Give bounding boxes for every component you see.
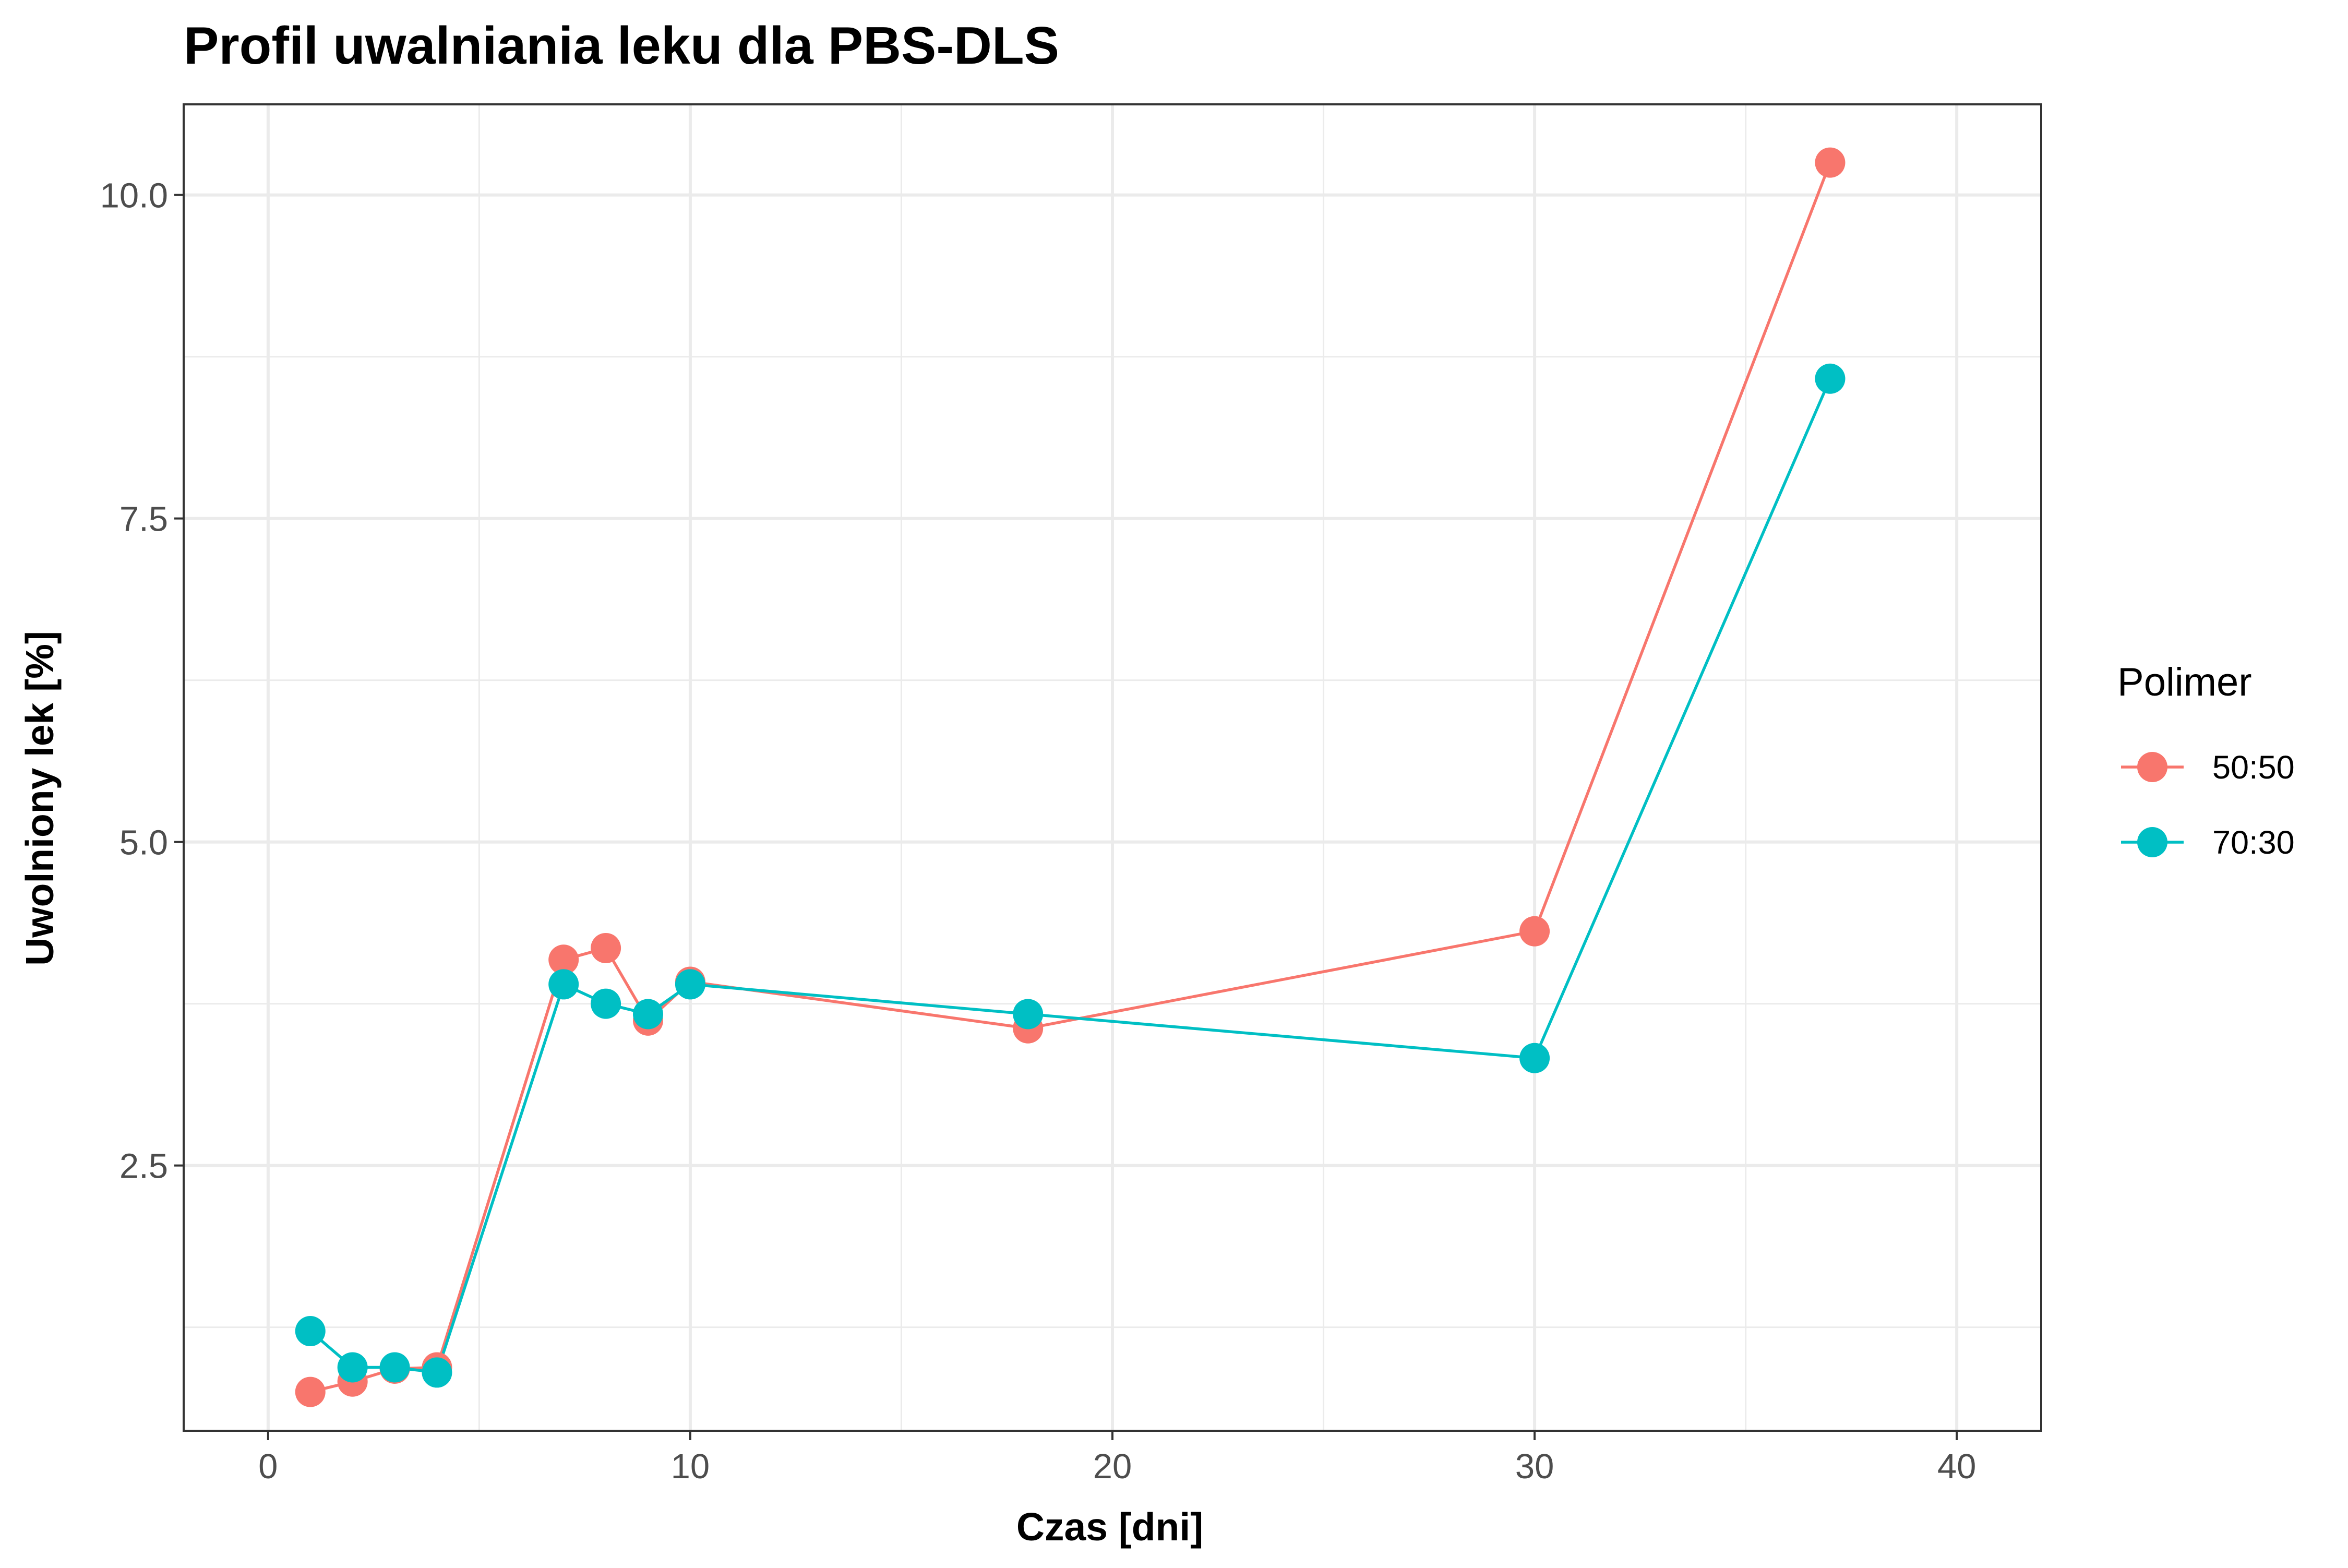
y-tick-label: 10.0 [100, 176, 168, 216]
data-point-50:50 [591, 932, 621, 963]
legend: Polimer 50:50 70:30 [2117, 660, 2295, 861]
y-tick-label: 2.5 [119, 1147, 168, 1186]
legend-label-70:30: 70:30 [2212, 824, 2295, 861]
data-point-70:30 [591, 988, 621, 1019]
data-point-70:30 [675, 969, 705, 1000]
data-point-70:30 [1519, 1043, 1550, 1073]
data-point-70:30 [1815, 363, 1846, 394]
data-point-70:30 [337, 1352, 368, 1383]
y-axis-title: Uwolniony lek [%] [18, 631, 62, 966]
y-tick-label: 7.5 [119, 500, 168, 539]
data-point-50:50 [1519, 916, 1550, 947]
legend-label-50:50: 50:50 [2212, 749, 2295, 786]
x-tick-label: 10 [671, 1447, 710, 1486]
data-point-50:50 [548, 944, 579, 975]
x-tick-label: 40 [1937, 1447, 1976, 1486]
data-point-70:30 [379, 1352, 410, 1383]
plot-area: 0 10 20 30 40 2.5 5.0 7.5 10.0 [100, 103, 2042, 1486]
x-tick-label: 30 [1515, 1447, 1554, 1486]
x-tick-label: 20 [1093, 1447, 1132, 1486]
data-point-70:30 [1013, 999, 1044, 1030]
legend-key-point-70:30 [2137, 827, 2167, 857]
x-tick-label: 0 [258, 1447, 278, 1486]
data-point-50:50 [1815, 147, 1846, 178]
legend-title: Polimer [2117, 660, 2252, 704]
data-point-50:50 [295, 1377, 326, 1407]
data-point-70:30 [295, 1316, 326, 1347]
data-point-70:30 [422, 1357, 452, 1388]
data-point-70:30 [633, 999, 663, 1030]
chart-title: Profil uwalniania leku dla PBS-DLS [184, 17, 1059, 75]
data-point-70:30 [548, 969, 579, 1000]
y-tick-label: 5.0 [119, 823, 168, 863]
x-axis-title: Czas [dni] [1016, 1505, 1203, 1549]
legend-key-point-50:50 [2137, 752, 2167, 782]
